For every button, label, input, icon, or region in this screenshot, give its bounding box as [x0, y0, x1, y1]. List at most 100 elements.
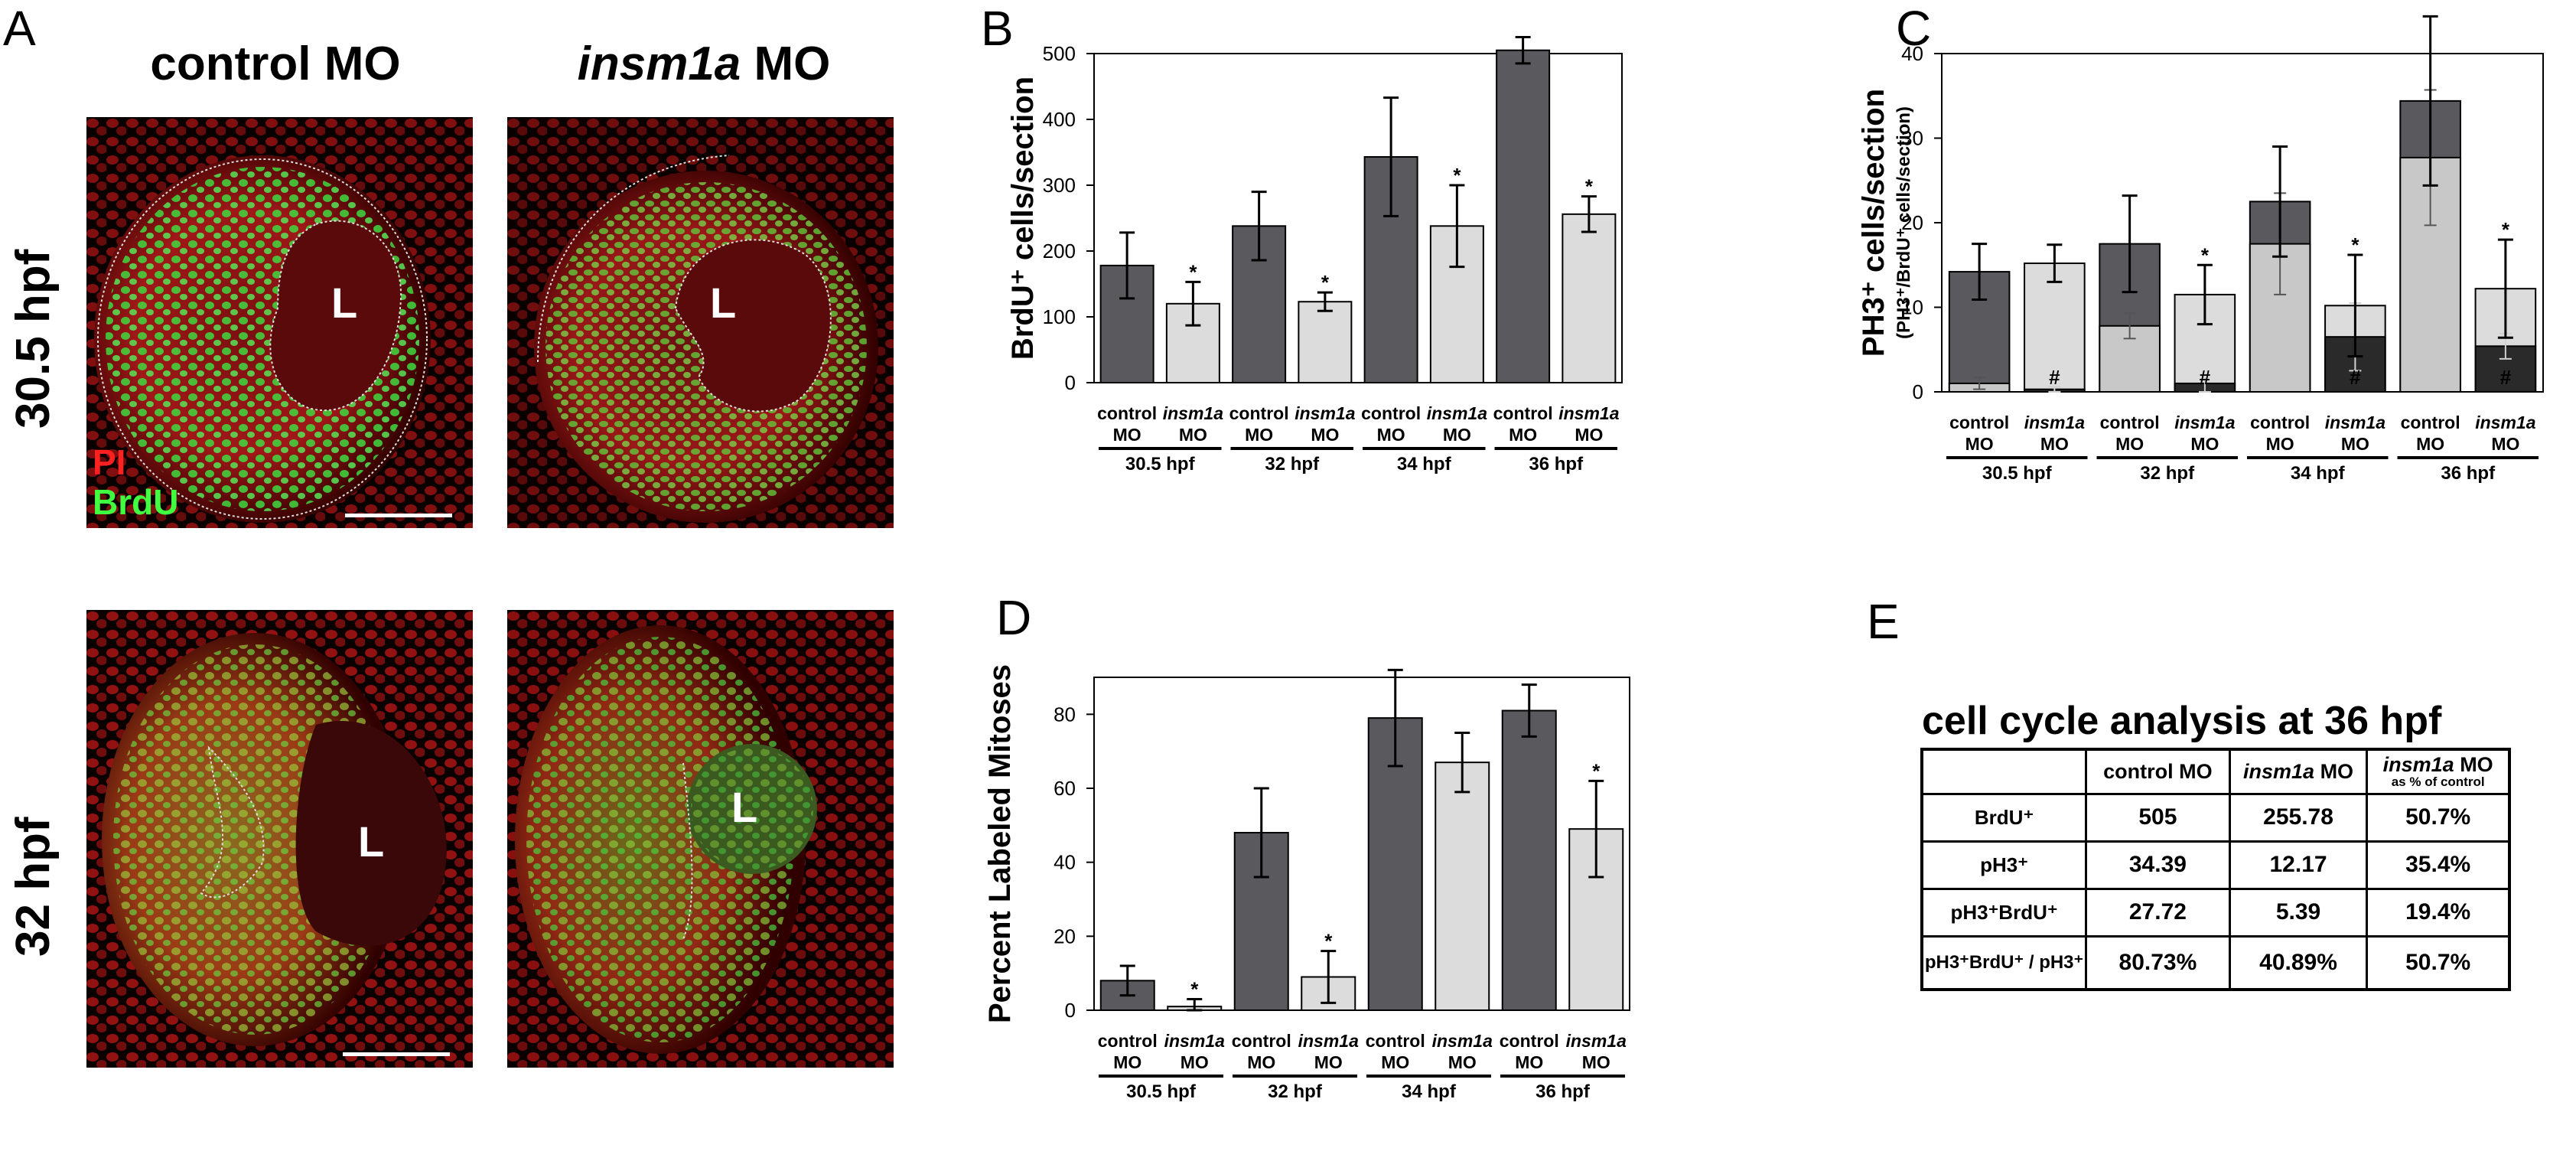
insm1a-gene-name: insm1a [577, 38, 741, 90]
lumen-label: L [731, 783, 758, 831]
category-label-line2: MO [1245, 425, 1273, 445]
category-label-line2: MO [2416, 434, 2444, 454]
category-label-line2: MO [2115, 434, 2144, 454]
category-label-line1: insm1a [1295, 403, 1355, 423]
category-label-line1: insm1a [1298, 1031, 1359, 1051]
plot-frame [1093, 53, 1623, 383]
lumen-label: L [331, 279, 358, 327]
category-label-line1: control [1949, 413, 2009, 432]
significance-mark: * [1592, 759, 1601, 782]
category-label-line1: insm1a [2325, 413, 2385, 432]
cell-value: 5.39 [2228, 887, 2369, 938]
category-label-line1: control [1361, 403, 1421, 423]
table-header-empty [1920, 748, 2088, 795]
y-axis-label-secondary: (PH3⁺/BrdU⁺ cells/section) [1894, 106, 1914, 339]
category-label-line1: insm1a [1432, 1031, 1493, 1051]
cell-value: 19.4% [2366, 887, 2511, 938]
table-row: pH3⁺ 34.39 12.17 35.4% [1920, 840, 2511, 890]
inner-mark: # [2049, 366, 2060, 389]
y-tick-label: 10 [1901, 296, 1923, 319]
scale-bar [343, 1052, 450, 1056]
category-label-line1: control [2250, 413, 2310, 432]
bar [1562, 213, 1617, 383]
y-tick-label: 400 [1043, 108, 1076, 131]
group-label: 32 hpf [1268, 1081, 1323, 1102]
cell-value: 80.73% [2085, 934, 2231, 991]
category-label-line1: control [1232, 1031, 1291, 1051]
y-tick-label: 80 [1054, 703, 1076, 726]
row-label-ratio: pH3⁺BrdU⁺ / pH3⁺ [1920, 934, 2088, 991]
category-label-line1: control [1098, 1031, 1158, 1051]
y-tick-label: 40 [1901, 42, 1923, 65]
category-label-line1: insm1a [2475, 413, 2535, 432]
chart-b: BrdU⁺ cells/section 0 100 200 300 400 500 contr… [979, 36, 1645, 543]
y-tick-label: 300 [1043, 174, 1076, 197]
category-label-line2: MO [1179, 425, 1207, 445]
table-header-control: control MO [2085, 748, 2231, 795]
y-tick-label: 30 [1901, 127, 1923, 150]
category-label-line1: control [1500, 1031, 1559, 1051]
category-label-line2: MO [2341, 434, 2369, 454]
category-label-line2: MO [1181, 1052, 1209, 1072]
category-label-line2: MO [1575, 425, 1603, 445]
cell-value: 40.89% [2228, 934, 2369, 991]
bar [2024, 263, 2086, 393]
y-tick-label: 20 [1901, 211, 1923, 234]
group-label: 34 hpf [1402, 1081, 1457, 1102]
insm1a-gene-name: insm1a [2382, 752, 2454, 776]
category-label-line2: MO [2190, 434, 2219, 454]
y-tick-label: 20 [1054, 925, 1076, 947]
y-tick-label: 500 [1043, 42, 1076, 65]
category-label-line1: insm1a [1163, 403, 1223, 423]
y-axis-label: BrdU⁺ cells/section [1006, 77, 1040, 360]
category-label-line2: MO [2040, 434, 2069, 454]
row-label-ph3-brdu: pH3⁺BrdU⁺ [1920, 887, 2088, 938]
micrograph-control-32: L [86, 610, 473, 1068]
row-heading-30-5-hpf: 30.5 hpf [7, 249, 60, 429]
category-label-line2: MO [1448, 1052, 1477, 1072]
chart-d: Percent Labeled Mitoses 0 20 40 60 80 control M… [979, 643, 1668, 1157]
legend-brdu: BrdU [93, 482, 179, 522]
category-label-line2: MO [1113, 1052, 1141, 1072]
category-label-line1: insm1a [1566, 1031, 1627, 1051]
legend-pi: PI [93, 442, 126, 482]
category-label-line1: insm1a [1427, 403, 1487, 423]
cell-value: 50.7% [2366, 934, 2511, 991]
panel-d-letter: D [996, 590, 1032, 645]
significance-mark: * [2351, 233, 2359, 256]
group-label: 36 hpf [2441, 463, 2496, 484]
chart-c-svg: PH3⁺ cells/section (PH3⁺/BrdU⁺ cells/sect… [1857, 15, 2544, 484]
row-heading-32-hpf: 32 hpf [7, 817, 60, 957]
row-label-brdu: BrdU⁺ [1920, 792, 2088, 843]
category-label-line1: insm1a [1164, 1031, 1225, 1051]
y-tick-label: 60 [1054, 777, 1076, 800]
category-label-line2: MO [1582, 1052, 1610, 1072]
y-tick-label: 0 [1065, 999, 1076, 1022]
group-label: 30.5 hpf [1982, 463, 2053, 484]
category-label-line2: MO [1965, 434, 1994, 454]
category-label-line1: control [2401, 413, 2460, 432]
bar [1435, 761, 1490, 1012]
significance-mark: * [1321, 271, 1330, 294]
table-header-percent: insm1a MO as % of control [2366, 748, 2511, 795]
panel-b-letter: B [981, 1, 1014, 56]
group-label: 36 hpf [1529, 454, 1584, 475]
category-label-line2: MO [1381, 1052, 1409, 1072]
insm1a-gene-name: insm1a [2243, 759, 2315, 783]
group-label: 34 hpf [1397, 454, 1452, 475]
micrograph-control-30-5: L PI BrdU [86, 117, 473, 528]
micrograph-drawing [86, 117, 473, 528]
chart-b-svg: BrdU⁺ cells/section 0 100 200 300 400 500 contr… [1006, 36, 1623, 475]
category-label-line2: MO [1314, 1052, 1343, 1072]
group-label: 32 hpf [2140, 463, 2195, 484]
bar [1501, 709, 1557, 1011]
significance-mark: * [1585, 175, 1594, 198]
group-label: 30.5 hpf [1125, 454, 1196, 475]
micrograph-insm1a-30-5: L [507, 117, 894, 528]
inner-mark: # [2350, 366, 2361, 389]
inner-mark: # [2200, 366, 2211, 389]
table-row: pH3⁺BrdU⁺ / pH3⁺ 80.73% 40.89% 50.7% [1920, 934, 2511, 991]
significance-mark: * [2502, 218, 2510, 241]
category-label-line1: control [2100, 413, 2160, 432]
significance-mark: * [1453, 164, 1461, 187]
